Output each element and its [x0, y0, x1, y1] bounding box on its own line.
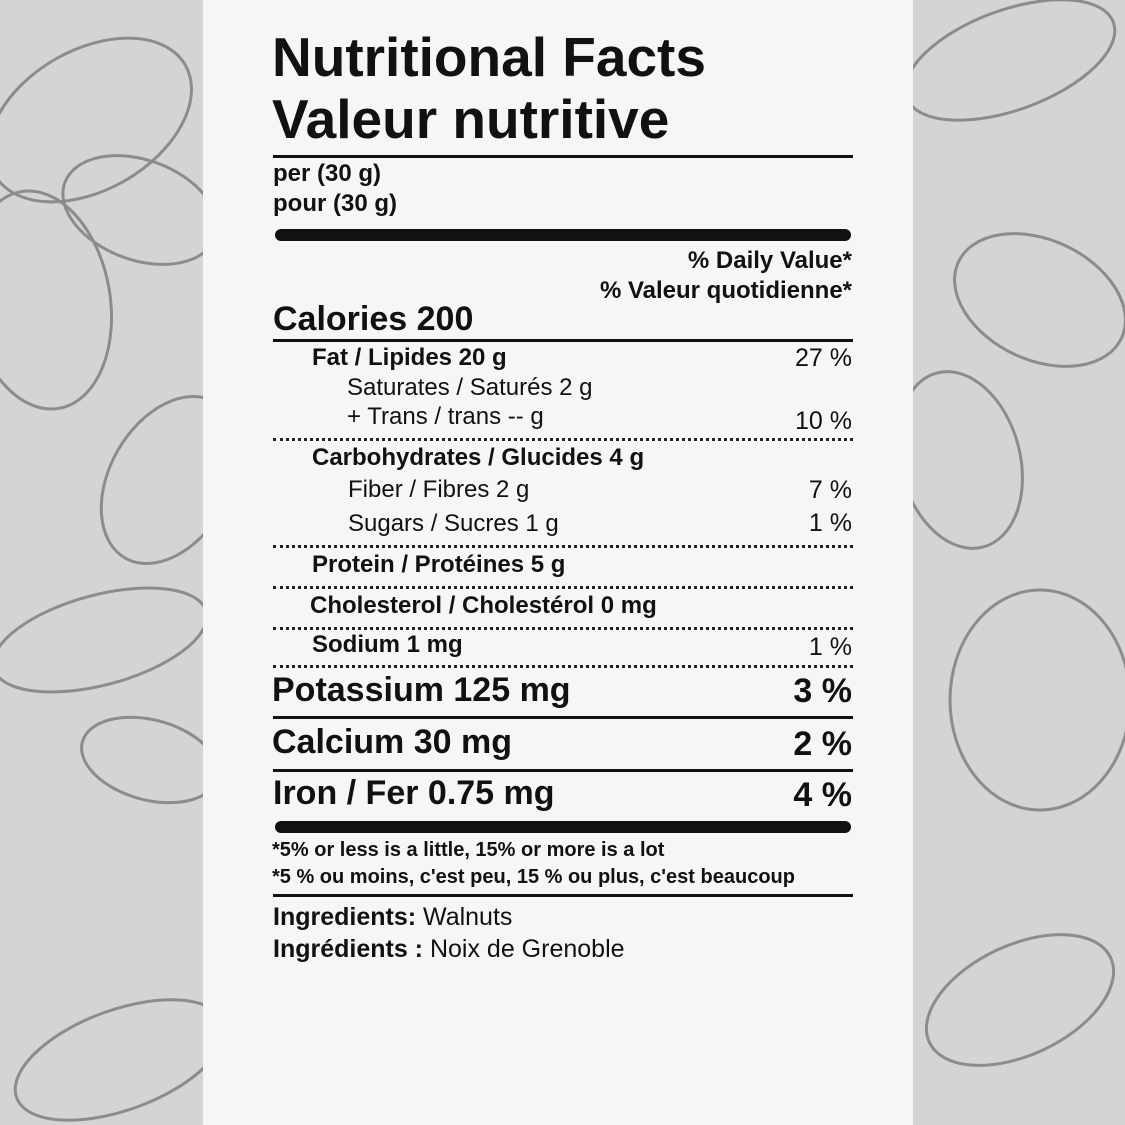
- nut-outline-icon: [0, 586, 209, 694]
- nut-outline-icon: [948, 588, 1125, 812]
- nut-outline-icon: [953, 232, 1125, 368]
- title-fr: Valeur nutritive: [272, 88, 670, 150]
- protein-label: Protein / Protéines 5 g: [312, 551, 566, 578]
- saturates-label: Saturates / Saturés 2 g: [347, 374, 593, 401]
- calories: Calories 200: [273, 300, 474, 338]
- nutrition-label-panel: [203, 0, 913, 1125]
- footnote-en: *5% or less is a little, 15% or more is …: [272, 839, 665, 861]
- ingredients-fr: Ingrédients : Noix de Grenoble: [273, 937, 625, 962]
- potassium-label: Potassium 125 mg: [272, 671, 571, 709]
- serving-size-en: per (30 g): [273, 160, 382, 187]
- fat-label: Fat / Lipides 20 g: [312, 344, 507, 371]
- dotted-divider: [273, 586, 853, 589]
- saturates-trans-dv: 10 %: [795, 407, 852, 435]
- iron-label: Iron / Fer 0.75 mg: [273, 774, 555, 812]
- footnote-fr: *5 % ou moins, c'est peu, 15 % ou plus, …: [272, 866, 795, 888]
- divider: [273, 716, 853, 719]
- sodium-dv: 1 %: [808, 633, 852, 661]
- potassium-dv: 3 %: [793, 672, 852, 710]
- sugars-label: Sugars / Sucres 1 g: [348, 510, 559, 537]
- trans-label: + Trans / trans -- g: [347, 403, 544, 430]
- cholesterol-label: Cholesterol / Cholestérol 0 mg: [310, 592, 657, 619]
- nut-outline-icon: [0, 189, 114, 411]
- fiber-label: Fiber / Fibres 2 g: [348, 476, 530, 503]
- dotted-divider: [273, 438, 853, 441]
- ingredients-en: Ingredients: Walnuts: [273, 905, 512, 930]
- divider: [273, 339, 853, 342]
- daily-value-header-fr: % Valeur quotidienne*: [599, 277, 852, 304]
- nut-outline-icon: [903, 0, 1117, 122]
- title-en: Nutritional Facts: [272, 26, 706, 88]
- nut-outline-icon: [0, 36, 193, 204]
- nut-outline-icon: [924, 933, 1116, 1067]
- fat-dv: 27 %: [795, 344, 852, 372]
- calcium-label: Calcium 30 mg: [272, 723, 512, 761]
- fiber-dv: 7 %: [808, 476, 852, 504]
- ingredients-value-en: Walnuts: [423, 903, 513, 931]
- dotted-divider: [273, 665, 853, 668]
- divider: [273, 769, 853, 772]
- thick-divider: [275, 229, 851, 241]
- serving-size-fr: pour (30 g): [273, 190, 397, 217]
- dotted-divider: [273, 627, 853, 630]
- sugars-dv: 1 %: [808, 509, 852, 537]
- daily-value-header-en: % Daily Value*: [687, 247, 852, 274]
- ingredients-label-en: Ingredients:: [273, 903, 417, 931]
- divider: [273, 894, 853, 897]
- carbohydrates-label: Carbohydrates / Glucides 4 g: [312, 444, 645, 471]
- calcium-dv: 2 %: [793, 725, 852, 763]
- iron-dv: 4 %: [793, 776, 852, 814]
- sodium-label: Sodium 1 mg: [312, 631, 463, 658]
- thick-divider: [275, 821, 851, 833]
- ingredients-value-fr: Noix de Grenoble: [429, 935, 625, 963]
- ingredients-label-fr: Ingrédients :: [273, 935, 424, 963]
- divider: [273, 155, 853, 158]
- dotted-divider: [273, 545, 853, 548]
